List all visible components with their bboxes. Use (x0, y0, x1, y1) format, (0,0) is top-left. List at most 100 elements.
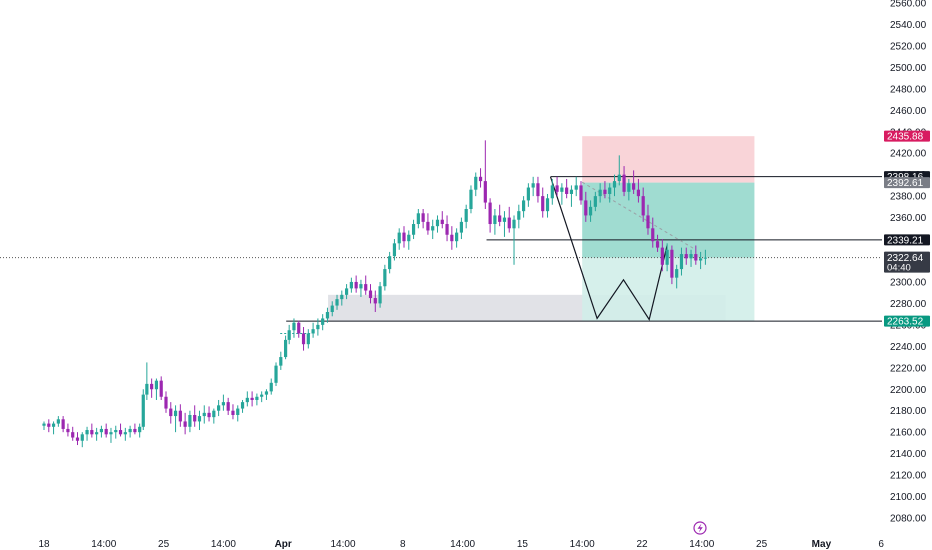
candle-body (274, 365, 278, 383)
candle-body (416, 213, 420, 225)
price-levels-layer (0, 176, 882, 334)
candle-95 (493, 209, 497, 235)
y-tick-label: 2120.00 (890, 471, 927, 482)
candle-45 (255, 393, 259, 406)
candle-5 (66, 423, 70, 437)
candle-132 (670, 245, 674, 285)
candle-137 (694, 245, 698, 265)
candle-17 (123, 427, 127, 441)
candle-body (617, 174, 621, 182)
price-tag-stop: 2435.88 (884, 130, 930, 143)
candle-34 (202, 405, 206, 424)
candle-body (287, 330, 291, 340)
x-tick-label: 15 (517, 539, 529, 550)
candle-7 (75, 432, 80, 446)
y-tick-label: 2080.00 (890, 514, 927, 525)
y-tick-label: 2140.00 (890, 449, 927, 460)
candle-126 (641, 187, 645, 222)
time-axis[interactable]: 18 14:00 25 14:00 Apr 14:00 8 14:00 15 14:00 22 14:… (38, 539, 884, 550)
candle-body (689, 254, 693, 259)
drawings-layer (549, 176, 697, 321)
candle-51 (283, 335, 288, 360)
candle-112 (574, 176, 578, 197)
candle-83 (435, 215, 440, 233)
candle-44 (250, 391, 254, 407)
candle-body (173, 410, 178, 417)
candle-55 (301, 327, 306, 351)
candle-body (445, 224, 449, 235)
candle-body (128, 428, 132, 433)
candle-body (354, 281, 358, 289)
current-price-value: 2322.64 (887, 253, 924, 264)
candle-120 (612, 174, 617, 197)
candle-body (627, 183, 631, 192)
x-tick-label: 14:00 (689, 539, 714, 550)
candle-71 (378, 281, 382, 308)
candle-6 (71, 426, 75, 441)
candle-94 (488, 198, 492, 233)
candle-body (378, 286, 382, 304)
candle-20 (138, 423, 142, 438)
candle-107 (550, 178, 554, 205)
candle-body (207, 412, 211, 418)
y-tick-label: 2420.00 (890, 149, 927, 160)
candle-131 (665, 243, 669, 272)
candle-body (603, 189, 607, 194)
candle-16 (118, 423, 123, 437)
y-tick-label: 2180.00 (890, 406, 927, 417)
candle-body (344, 288, 349, 295)
candle-15 (114, 425, 118, 439)
candle-93 (483, 140, 487, 209)
extras-layer (693, 521, 707, 535)
candle-body (426, 221, 430, 231)
candle-body (297, 322, 301, 334)
candle-115 (588, 200, 593, 222)
candle-body (236, 408, 240, 415)
candle-body (66, 428, 70, 433)
candle-113 (579, 181, 583, 205)
candle-body (75, 437, 80, 441)
candle-14 (109, 427, 113, 443)
candle-92 (478, 168, 483, 188)
tag-bg (884, 130, 930, 142)
y-tick-label: 2560.00 (890, 0, 927, 10)
stop-loss-zone (582, 136, 755, 183)
candle-99 (512, 215, 516, 265)
x-tick-label: 14:00 (450, 539, 475, 550)
y-tick-label: 2240.00 (890, 342, 927, 353)
candle-57 (311, 322, 315, 338)
candle-body (269, 382, 273, 392)
candle-body (264, 391, 269, 395)
candle-body (279, 357, 283, 366)
candle-29 (178, 404, 182, 427)
candle-body (569, 189, 574, 194)
y-tick-label: 2460.00 (890, 106, 927, 117)
candle-body (85, 430, 89, 435)
candle-23 (150, 378, 154, 398)
candle-63 (340, 290, 344, 306)
candle-body (311, 329, 315, 334)
candle-body (474, 176, 478, 190)
x-tick-label: 14:00 (91, 539, 116, 550)
candle-31 (188, 410, 192, 433)
tag-text: 2435.88 (887, 132, 924, 143)
lightning-icon-bolt (697, 523, 703, 533)
candle-body (541, 196, 545, 212)
candle-body (612, 181, 617, 188)
pattern-path (549, 176, 668, 321)
candle-40 (231, 404, 235, 420)
candle-124 (632, 170, 636, 194)
zones-layer (328, 136, 755, 322)
candle-body (154, 380, 159, 390)
price-tag-entry: 2392.61 (884, 177, 930, 189)
tag-bg (884, 315, 930, 327)
candle-121 (617, 155, 621, 186)
candle-body (90, 430, 94, 435)
tag-text: 2392.61 (887, 178, 924, 189)
candle-46 (260, 391, 264, 403)
candle-body (109, 432, 113, 435)
y-tick-label: 2480.00 (890, 84, 927, 95)
candle-body (217, 405, 221, 411)
candle-114 (584, 191, 588, 222)
